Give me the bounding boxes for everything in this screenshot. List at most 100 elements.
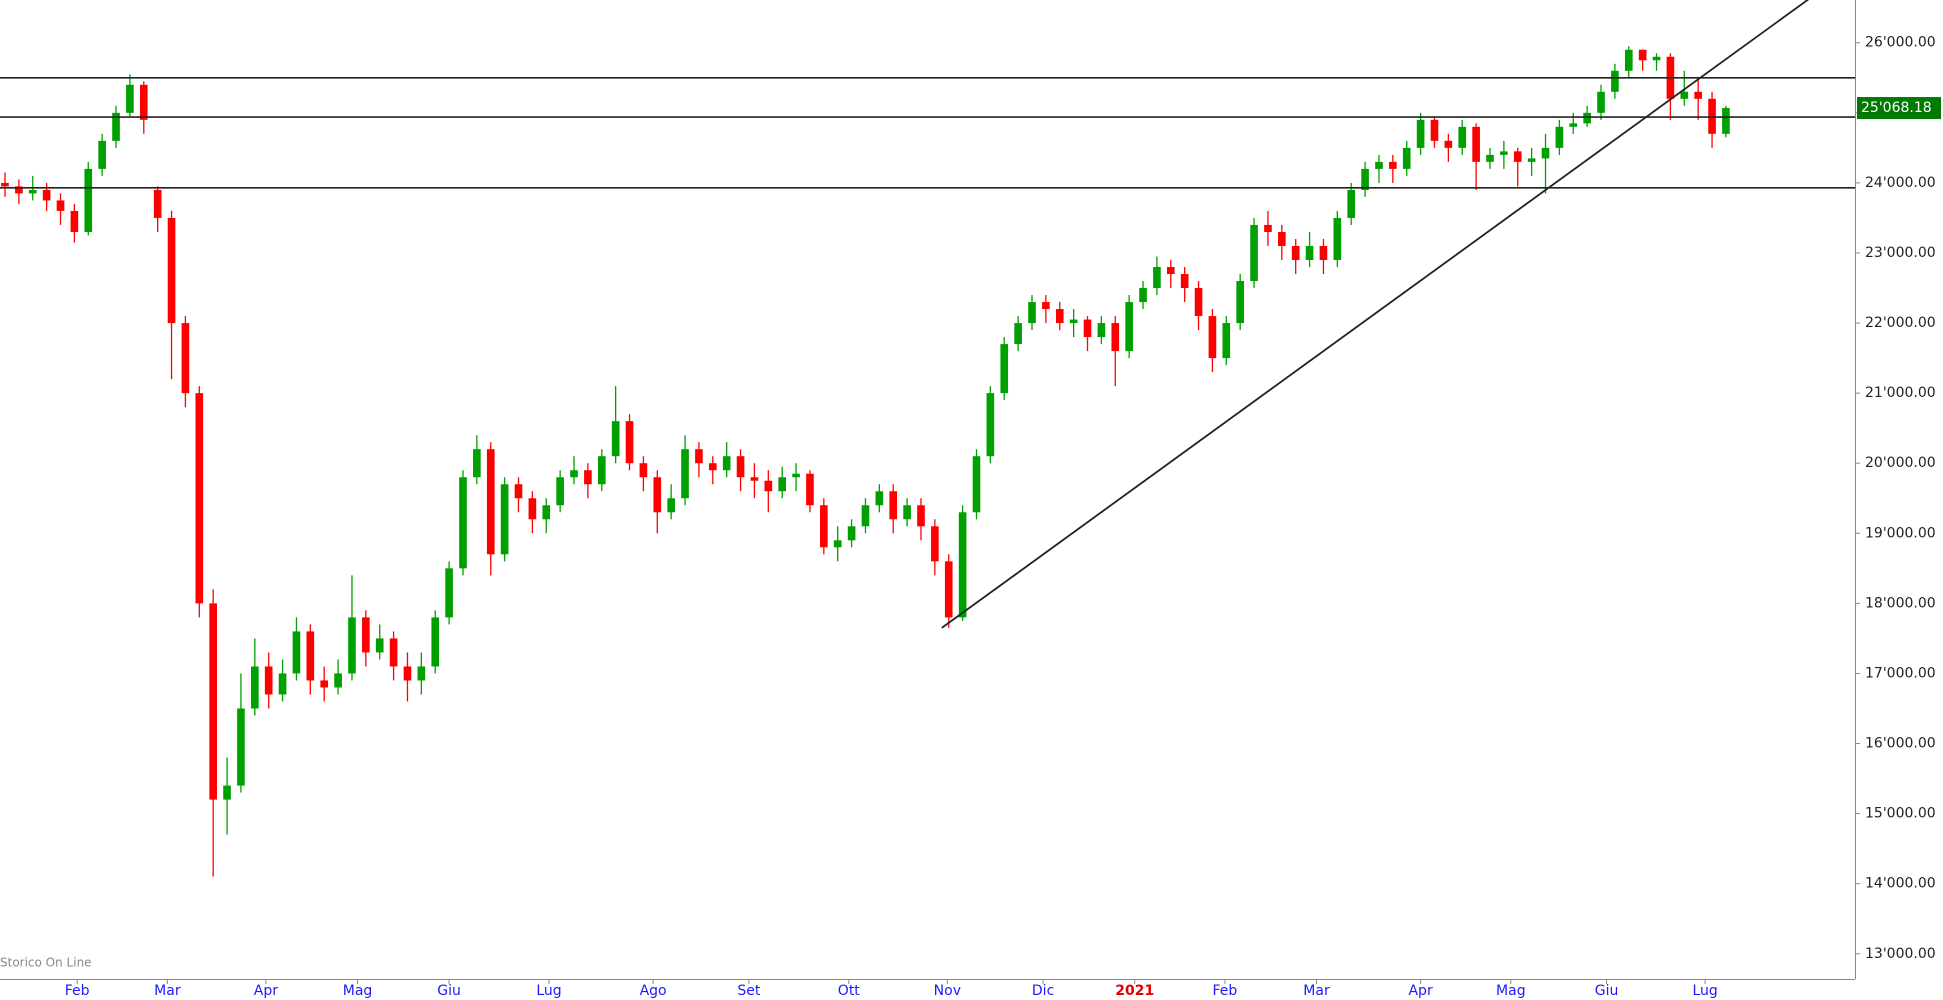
candle-body	[1611, 70, 1619, 92]
candle-body	[570, 470, 578, 478]
candle-body	[584, 470, 592, 485]
candle-body	[1000, 344, 1009, 394]
candle-body	[98, 140, 106, 169]
candle-body	[611, 421, 620, 457]
candle-body	[1472, 126, 1480, 162]
candle-body	[889, 491, 898, 520]
candle-body	[1, 182, 9, 187]
candle-body	[167, 217, 176, 324]
candle-body	[903, 505, 911, 520]
y-tick-label: 17'000.00	[1865, 665, 1936, 681]
candle-body	[84, 168, 93, 232]
candle-body	[1083, 319, 1092, 338]
candle-body	[1652, 56, 1661, 61]
x-tick-label: Lug	[1692, 983, 1717, 999]
candle-body	[389, 638, 398, 667]
candle-body	[1402, 147, 1411, 169]
y-tick-label: 14'000.00	[1865, 876, 1936, 892]
candle-body	[348, 617, 356, 674]
candle-body	[431, 617, 440, 667]
candle-body	[306, 631, 315, 681]
candle-body	[1278, 231, 1286, 246]
candle-body	[42, 189, 51, 201]
trend-line	[941, 0, 1810, 629]
y-tick-label: 16'000.00	[1865, 736, 1936, 752]
candle-body	[1125, 302, 1133, 352]
x-tick-label: Mag	[1496, 983, 1526, 999]
candle-body	[986, 393, 995, 457]
candle-body	[806, 473, 814, 506]
watermark: Storico On Line	[0, 956, 92, 970]
y-tick-label: 23'000.00	[1865, 245, 1936, 261]
candle-body	[1569, 123, 1578, 127]
candle-body	[1028, 302, 1036, 324]
candle-body	[1361, 168, 1369, 190]
candle-body	[1111, 323, 1120, 352]
y-tick-label: 13'000.00	[1865, 946, 1936, 962]
candle-body	[972, 456, 981, 513]
candle-body	[1305, 245, 1314, 260]
x-tick-label: Mag	[343, 983, 373, 999]
candle-body	[1500, 151, 1508, 155]
candle-body	[1722, 108, 1730, 134]
candle-body	[1069, 319, 1078, 324]
candle-body	[15, 186, 23, 194]
candle-body	[1389, 161, 1397, 169]
candle-body	[917, 505, 925, 527]
y-tick-label: 26'000.00	[1865, 35, 1936, 51]
candle-body	[1638, 49, 1647, 61]
x-tick-label: Giu	[1595, 983, 1619, 999]
candle-body	[1055, 309, 1064, 324]
x-tick-label: Dic	[1032, 983, 1054, 999]
last-price-label: 25'068.18	[1861, 100, 1932, 116]
y-tick-label: 15'000.00	[1865, 806, 1936, 822]
candle-body	[181, 323, 190, 394]
candle-body	[639, 463, 648, 478]
candle-body	[695, 449, 703, 464]
candle-body	[722, 456, 731, 471]
candle-body	[1236, 281, 1244, 324]
candle-body	[847, 526, 856, 541]
candle-body	[1583, 112, 1591, 124]
candle-body	[528, 498, 537, 520]
x-tick-label: Apr	[1408, 983, 1432, 999]
x-tick-label: Mar	[154, 983, 181, 999]
candle-body	[1347, 189, 1356, 218]
y-tick-label: 24'000.00	[1865, 175, 1936, 191]
candle-body	[500, 484, 509, 555]
candle-body	[70, 210, 79, 232]
candle-body	[237, 708, 245, 786]
candle-body	[764, 480, 773, 492]
candle-body	[542, 505, 551, 520]
candle-body	[1458, 126, 1467, 148]
candle-body	[820, 505, 828, 548]
x-tick-label: Apr	[254, 983, 278, 999]
candle-body	[153, 189, 162, 218]
candle-body	[292, 631, 301, 674]
candle-body	[1513, 151, 1522, 162]
candle-body	[112, 112, 120, 141]
candle-body	[1541, 147, 1550, 159]
x-tick-label: Mar	[1303, 983, 1330, 999]
candle-body	[597, 456, 606, 485]
candle-body	[278, 673, 287, 695]
candle-body	[833, 540, 842, 548]
candle-body	[1042, 302, 1050, 310]
y-tick-label: 19'000.00	[1865, 525, 1936, 541]
candle-body	[1166, 267, 1175, 275]
candle-body	[1416, 119, 1425, 148]
candle-body	[126, 84, 134, 113]
candle-body	[264, 666, 273, 695]
candle-body	[875, 491, 884, 506]
candle-body	[1680, 91, 1689, 99]
candle-body	[1527, 158, 1536, 162]
candle-body	[958, 512, 967, 618]
candle-body	[681, 449, 689, 499]
candle-body	[1375, 161, 1383, 169]
candle-body	[486, 449, 495, 555]
y-tick-label: 22'000.00	[1865, 315, 1936, 331]
candle-body	[667, 498, 675, 513]
x-tick-label: Lug	[536, 983, 561, 999]
candle-body	[56, 200, 65, 211]
